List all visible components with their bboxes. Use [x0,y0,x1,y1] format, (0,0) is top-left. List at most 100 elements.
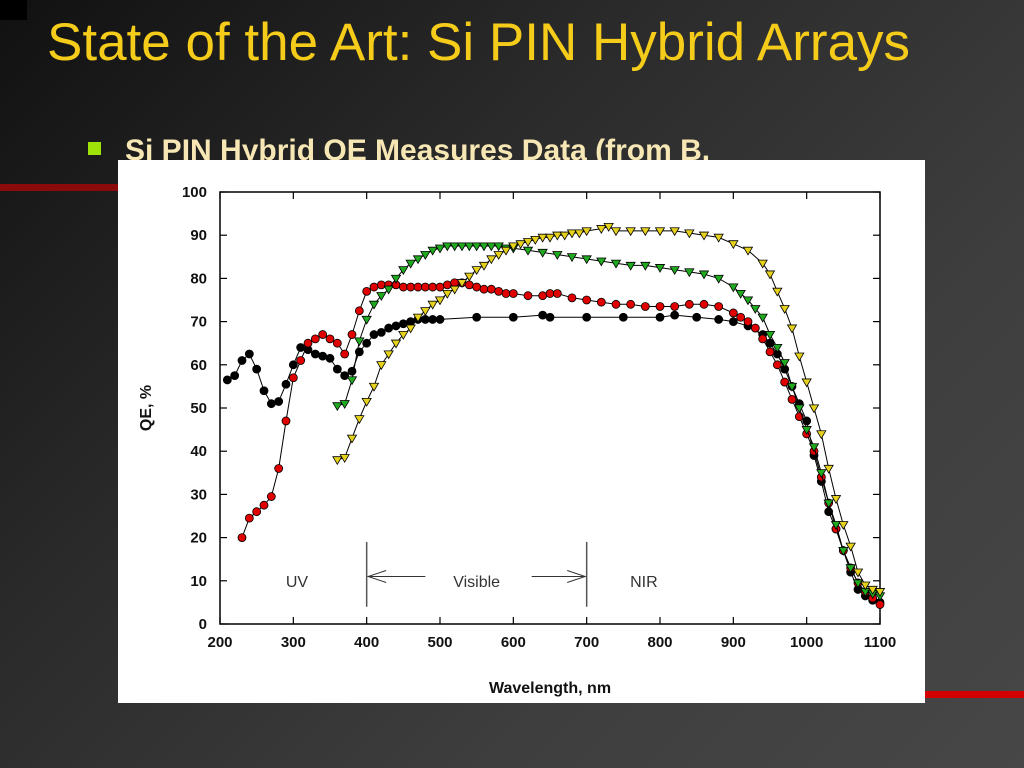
y-tick-label: 40 [190,443,207,460]
data-point [765,347,775,357]
data-point [786,324,798,334]
data-point [522,238,534,247]
data-point [310,349,320,359]
data-point [266,492,276,501]
data-point [596,225,607,235]
data-point [714,302,724,311]
data-point [552,251,563,260]
x-tick-label: 800 [647,634,672,651]
data-point [581,227,592,237]
data-point [442,280,452,290]
data-point [559,231,570,241]
data-point [582,312,592,322]
data-point [838,547,849,556]
data-point [566,253,578,263]
data-point [427,246,438,256]
data-point [816,469,827,479]
region-label: UV [286,574,309,591]
data-point [325,334,335,344]
data-point [860,581,871,591]
data-point [552,231,563,241]
data-point [714,315,724,324]
data-point [361,315,372,325]
data-point [742,296,754,306]
data-point [794,404,805,414]
data-point [486,255,497,265]
x-tick-label: 700 [574,634,599,651]
data-point [368,382,380,392]
data-point [259,386,269,396]
y-tick-label: 100 [182,184,207,201]
data-point [347,330,357,339]
data-point [545,289,555,298]
data-point [698,270,710,280]
y-tick-label: 0 [199,616,207,633]
data-point [772,343,783,353]
data-point [362,286,372,296]
data-point [574,229,585,239]
data-point [692,312,702,322]
data-point [464,280,474,290]
data-point [347,366,357,376]
data-point [266,399,276,409]
data-point [610,227,622,237]
data-point [398,266,409,276]
data-point [479,284,489,294]
data-point [383,350,394,360]
data-point [625,227,636,237]
data-point [449,285,460,295]
data-point [508,312,518,322]
data-point [596,297,606,307]
series-line [241,282,881,605]
data-point [874,588,886,597]
axis-ticks: 200 300 400 500 600 700 800 900 1000 1100 0 10 20 30 4… [182,184,896,651]
data-point [332,456,343,466]
data-point [464,242,475,252]
data-series [222,223,886,609]
data-point [750,323,760,333]
data-point [523,291,533,301]
data-point [582,295,592,305]
data-point [486,284,496,294]
data-point [456,242,468,252]
data-point [428,282,438,292]
bullet-square-icon [88,141,101,155]
data-point [845,542,856,552]
data-point [442,242,453,252]
data-point [545,312,555,322]
data-point [368,300,380,310]
data-point [471,242,482,252]
data-point [354,306,364,316]
data-point [230,371,240,381]
data-point [296,343,306,352]
data-point [435,282,445,292]
data-point [303,338,313,348]
data-point [390,339,402,349]
data-point [567,293,577,303]
data-point [786,382,798,392]
data-point [779,359,790,368]
y-tick-label: 90 [190,227,207,244]
data-point [346,376,358,386]
data-point [801,378,812,388]
data-point [244,349,254,359]
data-point [332,364,342,374]
data-point [412,255,424,265]
data-point [420,307,431,317]
data-point [823,499,834,509]
data-point [420,282,430,292]
data-point [566,229,578,239]
data-point [222,375,232,385]
data-point [274,464,284,473]
data-point [405,324,416,334]
data-point [361,397,372,407]
corner-square [0,0,27,20]
data-point [552,289,562,298]
y-tick-label: 30 [190,486,207,503]
series-2 [332,242,886,602]
x-tick-label: 500 [427,634,452,651]
data-point [339,400,350,409]
data-point [472,282,482,292]
data-point [655,302,665,311]
data-point [669,227,680,237]
